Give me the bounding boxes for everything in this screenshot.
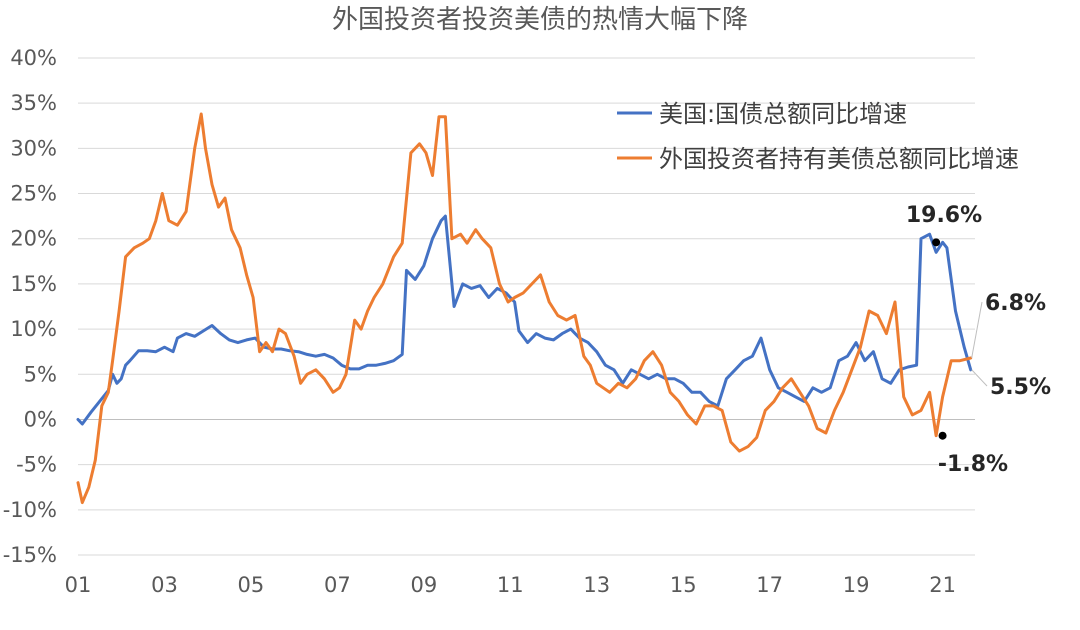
y-tick-label: 10% xyxy=(10,317,57,341)
grid-lines xyxy=(78,57,975,556)
annotation-marker xyxy=(932,238,941,247)
y-tick-label: 40% xyxy=(10,46,57,70)
x-tick-label: 03 xyxy=(151,573,178,597)
chart-title: 外国投资者投资美债的热情大幅下降 xyxy=(332,5,748,35)
series-line-2 xyxy=(76,112,973,505)
x-tick-label: 15 xyxy=(670,573,697,597)
y-tick-label: 25% xyxy=(10,182,57,206)
x-tick-label: 21 xyxy=(929,573,956,597)
y-tick-label: 30% xyxy=(10,136,57,160)
annotation-marker xyxy=(938,431,947,440)
y-tick-label: 5% xyxy=(24,362,57,386)
x-axis: 01 03 05 07 09 11 13 15 17 19 21 xyxy=(65,418,975,597)
series-lines xyxy=(76,112,973,505)
series-line-1 xyxy=(76,214,973,426)
annotation-label: 19.6% xyxy=(906,203,982,228)
annotation-leader xyxy=(971,301,983,359)
x-tick-label: 05 xyxy=(238,573,265,597)
y-tick-label: 0% xyxy=(24,407,57,431)
legend-label-1: 美国:国债总额同比增速 xyxy=(659,100,907,128)
annotations: 19.6% 6.8% 5.5% -1.8% xyxy=(906,203,1051,477)
y-tick-label: 20% xyxy=(10,227,57,251)
annotation-label: 6.8% xyxy=(985,291,1046,316)
x-tick-label: 01 xyxy=(65,573,92,597)
y-tick-label: -5% xyxy=(16,453,57,477)
y-tick-label: 15% xyxy=(10,272,57,296)
annotation-label: -1.8% xyxy=(938,452,1008,477)
x-tick-label: 09 xyxy=(410,573,437,597)
y-axis: 40% 35% 30% 25% 20% 15% 10% 5% 0% -5% -10% -15% xyxy=(3,46,57,567)
x-tick-label: 13 xyxy=(583,573,610,597)
annotation-label: 5.5% xyxy=(990,375,1051,400)
x-tick-label: 11 xyxy=(497,573,524,597)
y-tick-label: -10% xyxy=(3,498,57,522)
y-tick-label: -15% xyxy=(3,543,57,567)
x-tick-label: 19 xyxy=(843,573,870,597)
annotation-leader xyxy=(971,369,988,387)
y-tick-label: 35% xyxy=(10,91,57,115)
x-tick-label: 17 xyxy=(756,573,783,597)
x-tick-label: 07 xyxy=(324,573,351,597)
legend-label-2: 外国投资者持有美债总额同比增速 xyxy=(659,145,1019,173)
